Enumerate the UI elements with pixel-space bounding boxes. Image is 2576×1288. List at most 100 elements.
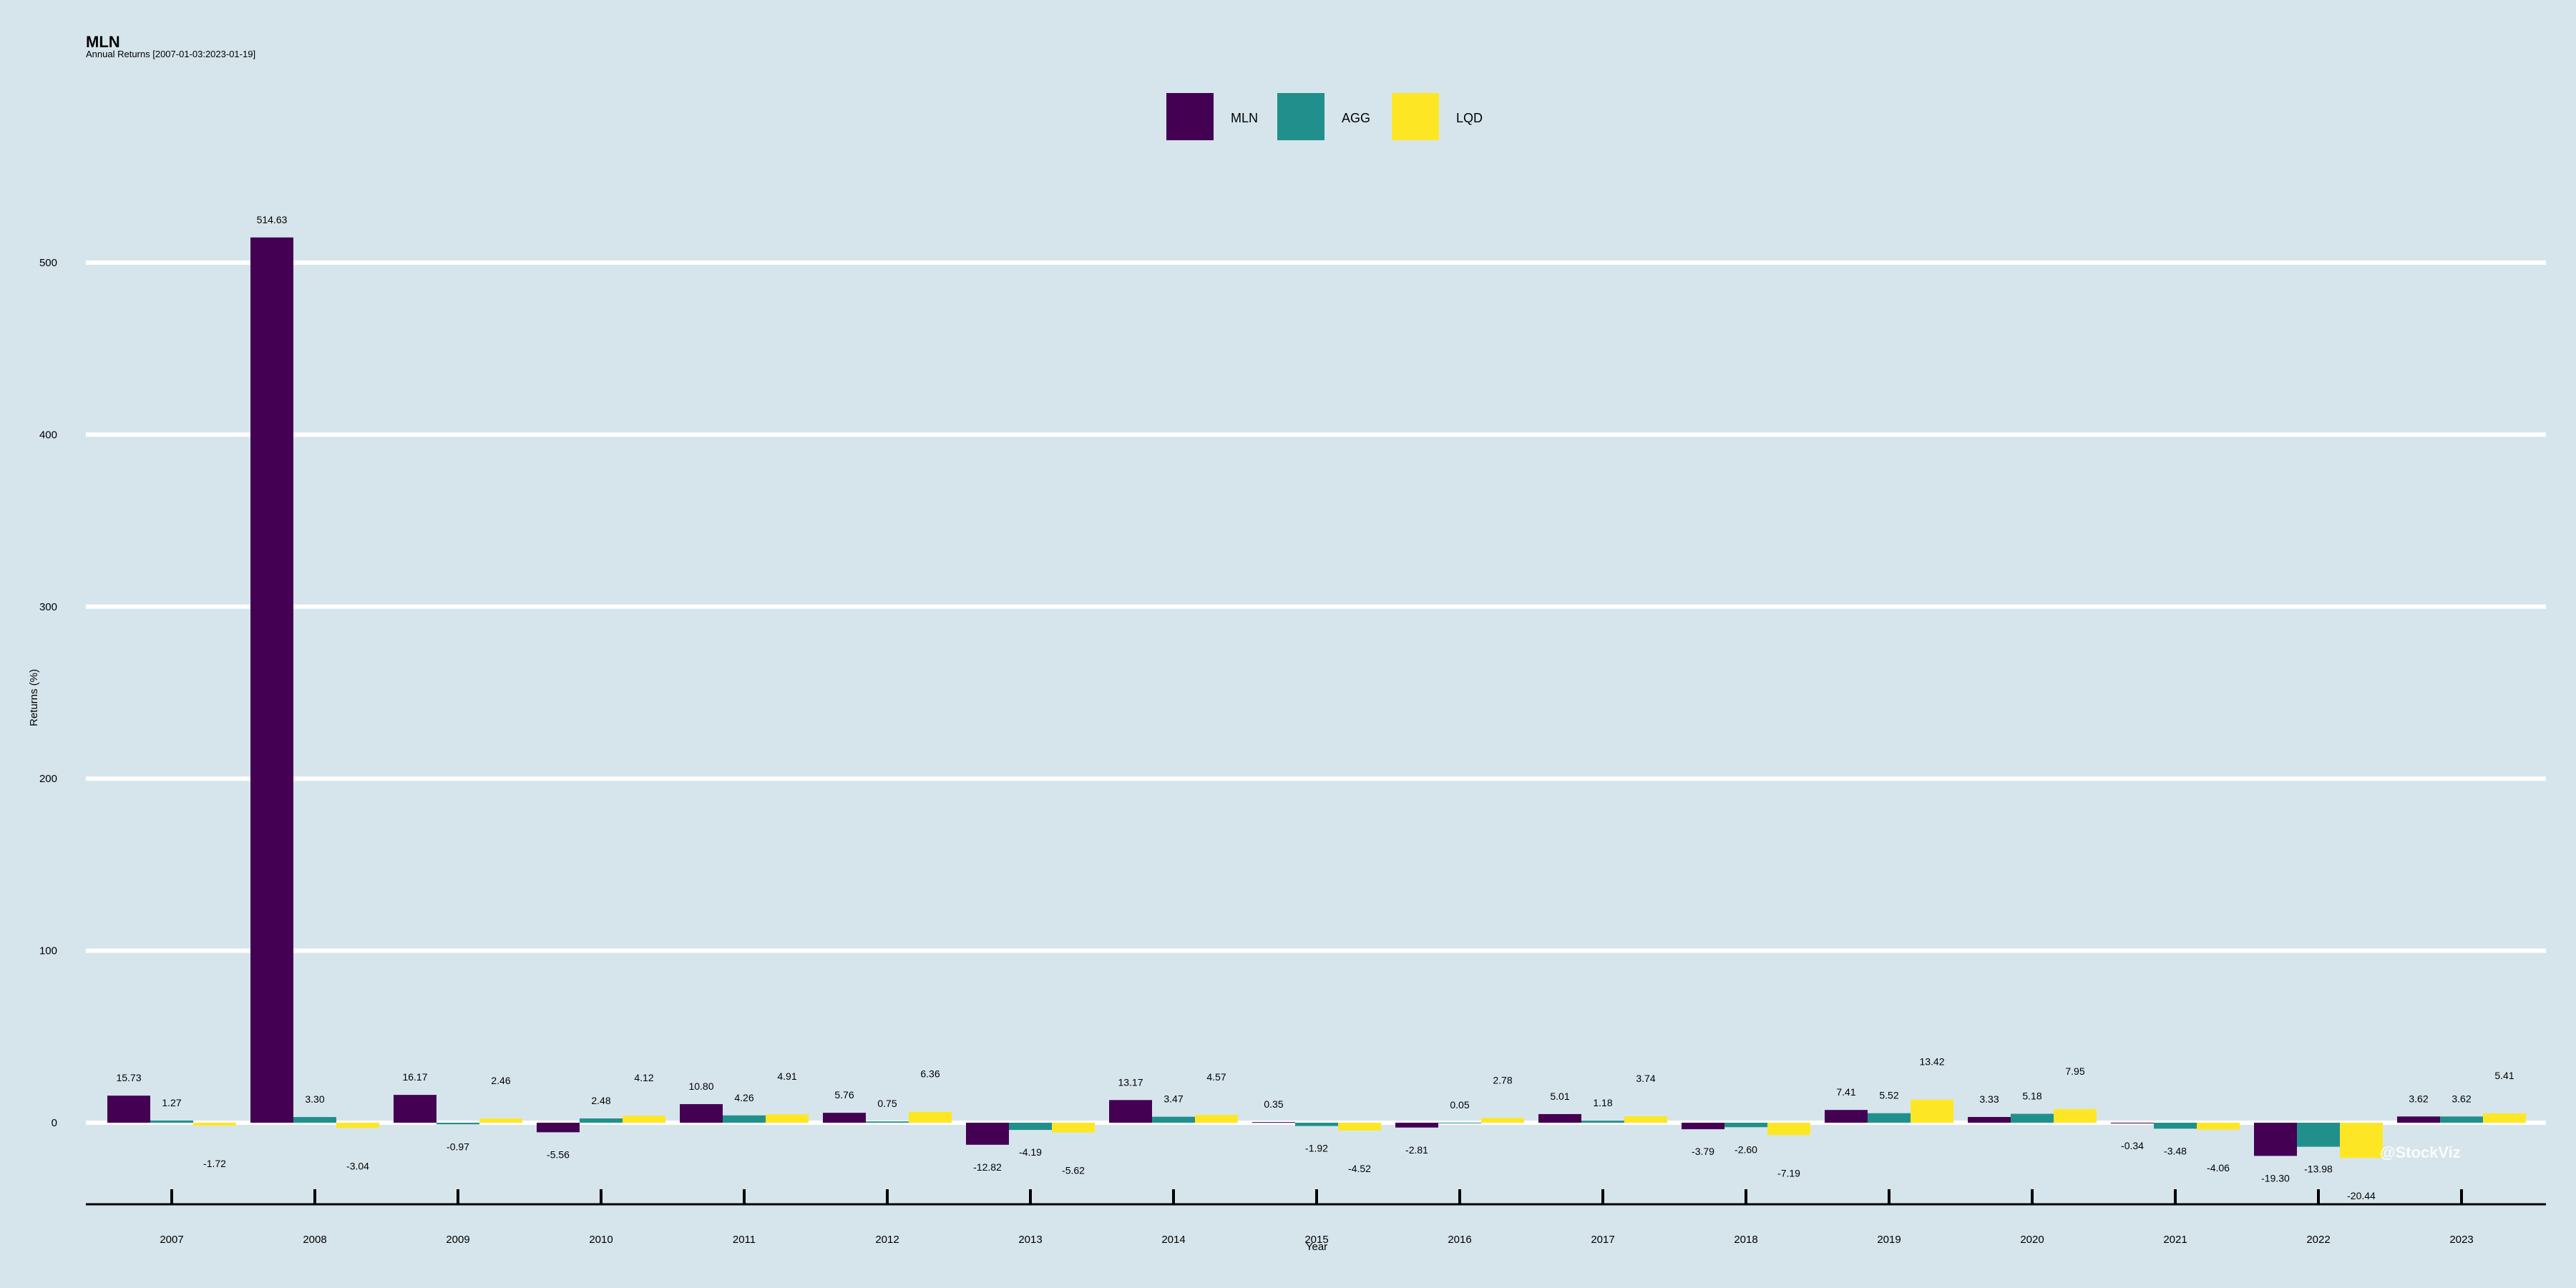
data-label: 514.63 [257, 214, 288, 225]
bar-lqd-2016 [1481, 1118, 1524, 1123]
x-tick-label: 2014 [1161, 1234, 1185, 1246]
data-label: -2.81 [1405, 1144, 1428, 1156]
bar-agg-2012 [866, 1121, 909, 1123]
data-label: 5.18 [2022, 1091, 2041, 1102]
x-tick-label: 2017 [1591, 1234, 1614, 1246]
legend-swatch-lqd [1392, 93, 1439, 140]
x-tick-label: 2012 [875, 1234, 899, 1246]
data-label: 6.36 [920, 1068, 940, 1080]
bar-mln-2010 [537, 1123, 580, 1133]
data-label: 7.95 [2065, 1065, 2084, 1077]
bar-lqd-2014 [1195, 1115, 1238, 1123]
bar-mln-2009 [394, 1095, 436, 1123]
x-tick-label: 2016 [1448, 1234, 1471, 1246]
data-label: 5.41 [2494, 1070, 2514, 1081]
data-label: 0.35 [1264, 1098, 1283, 1110]
x-tick-label: 2008 [303, 1234, 326, 1246]
bar-lqd-2007 [193, 1123, 236, 1126]
data-label: 3.62 [2409, 1093, 2428, 1104]
bar-agg-2020 [2011, 1113, 2054, 1123]
data-label: 5.52 [1879, 1090, 1898, 1101]
bar-lqd-2008 [336, 1123, 379, 1128]
data-label: 13.42 [1919, 1056, 1944, 1068]
data-label: -13.98 [2304, 1163, 2333, 1175]
x-tick-label: 2020 [2020, 1234, 2044, 1246]
bar-mln-2016 [1395, 1123, 1438, 1128]
x-tick-label: 2009 [446, 1234, 469, 1246]
legend-label-lqd: LQD [1456, 111, 1483, 125]
data-label: -2.60 [1735, 1143, 1757, 1155]
data-label: 2.46 [491, 1075, 510, 1086]
bar-lqd-2021 [2197, 1123, 2240, 1130]
data-label: -1.92 [1305, 1143, 1328, 1154]
bar-mln-2008 [250, 237, 293, 1123]
legend-label-agg: AGG [1342, 111, 1370, 125]
x-tick-label: 2023 [2449, 1234, 2473, 1246]
bar-mln-2013 [966, 1123, 1009, 1145]
bar-lqd-2010 [623, 1116, 665, 1123]
x-axis: 2007 2008 2009 2010 2011 2012 2013 2014 2015 2016… [86, 1189, 2546, 1246]
bars [107, 237, 2526, 1158]
bar-lqd-2009 [479, 1118, 522, 1123]
chart-subtitle: Annual Returns [2007-01-03:2023-01-19] [86, 49, 255, 59]
data-label: -7.19 [1777, 1167, 1800, 1179]
bar-lqd-2019 [1911, 1099, 1953, 1123]
bar-agg-2008 [293, 1117, 336, 1123]
bar-agg-2015 [1295, 1123, 1338, 1126]
data-label: 1.18 [1593, 1097, 1612, 1108]
x-axis-label: Year [1306, 1241, 1327, 1253]
data-label: -0.34 [2121, 1140, 2144, 1151]
legend-label-mln: MLN [1231, 111, 1258, 125]
data-label: -0.97 [447, 1141, 469, 1152]
y-tick-label: 300 [39, 601, 57, 613]
bar-agg-2010 [580, 1118, 623, 1123]
data-label: 13.17 [1118, 1076, 1143, 1088]
bar-agg-2017 [1581, 1121, 1624, 1123]
data-label: 1.27 [162, 1097, 181, 1108]
data-labels: 15.73 514.63 16.17 -5.56 10.80 5.76 -12.82 13.1… [116, 214, 2514, 1201]
x-tick-label: 2013 [1018, 1234, 1042, 1246]
data-label: 2.48 [591, 1095, 610, 1106]
y-axis-label: Returns (%) [28, 669, 40, 726]
legend-swatch-agg [1277, 93, 1324, 140]
bar-mln-2022 [2254, 1123, 2297, 1156]
data-label: 4.12 [634, 1072, 653, 1083]
bar-agg-2007 [150, 1120, 193, 1123]
data-label: 0.75 [877, 1098, 897, 1109]
bar-mln-2015 [1252, 1122, 1295, 1123]
data-label: -4.19 [1019, 1146, 1042, 1158]
bar-lqd-2012 [909, 1111, 952, 1123]
bar-lqd-2022 [2340, 1123, 2383, 1158]
data-label: -12.82 [973, 1161, 1002, 1173]
y-tick-label: 500 [39, 257, 57, 269]
data-label: -4.06 [2207, 1162, 2230, 1174]
data-label: -20.44 [2347, 1190, 2376, 1201]
x-tick-label: 2010 [589, 1234, 613, 1246]
bar-agg-2018 [1724, 1123, 1767, 1128]
data-label: -3.79 [1692, 1146, 1714, 1157]
y-axis-ticks: 0 100 200 300 400 500 [39, 257, 57, 1129]
bar-agg-2013 [1009, 1123, 1052, 1131]
x-tick-label: 2022 [2306, 1234, 2330, 1246]
gridlines [86, 260, 2546, 1125]
bar-lqd-2017 [1624, 1116, 1667, 1123]
bar-mln-2007 [107, 1096, 150, 1123]
x-tick-label: 2011 [733, 1234, 756, 1246]
data-label: -3.04 [346, 1160, 369, 1171]
bar-mln-2019 [1825, 1110, 1868, 1123]
bar-agg-2009 [436, 1123, 479, 1125]
bar-agg-2014 [1152, 1116, 1195, 1123]
watermark: @StockViz [2380, 1143, 2461, 1161]
x-tick-label: 2021 [2163, 1234, 2187, 1246]
x-tick-label: 2007 [160, 1234, 183, 1246]
bar-mln-2018 [1682, 1123, 1724, 1130]
data-label: 3.33 [1979, 1093, 1999, 1105]
data-label: 7.41 [1836, 1086, 1855, 1098]
bar-agg-2022 [2297, 1123, 2340, 1147]
bar-agg-2023 [2440, 1116, 2483, 1123]
data-label: 10.80 [688, 1080, 713, 1092]
data-label: 3.74 [1636, 1073, 1655, 1084]
data-label: 15.73 [116, 1072, 141, 1083]
data-label: 3.62 [2451, 1093, 2471, 1104]
